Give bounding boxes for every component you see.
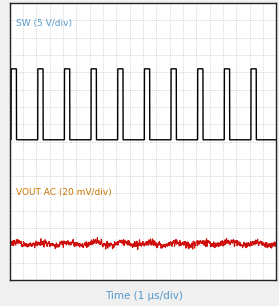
Text: Time (1 μs/div): Time (1 μs/div) <box>105 291 183 301</box>
Text: VOUT AC (20 mV/div): VOUT AC (20 mV/div) <box>16 188 112 197</box>
Text: SW (5 V/div): SW (5 V/div) <box>16 19 73 28</box>
